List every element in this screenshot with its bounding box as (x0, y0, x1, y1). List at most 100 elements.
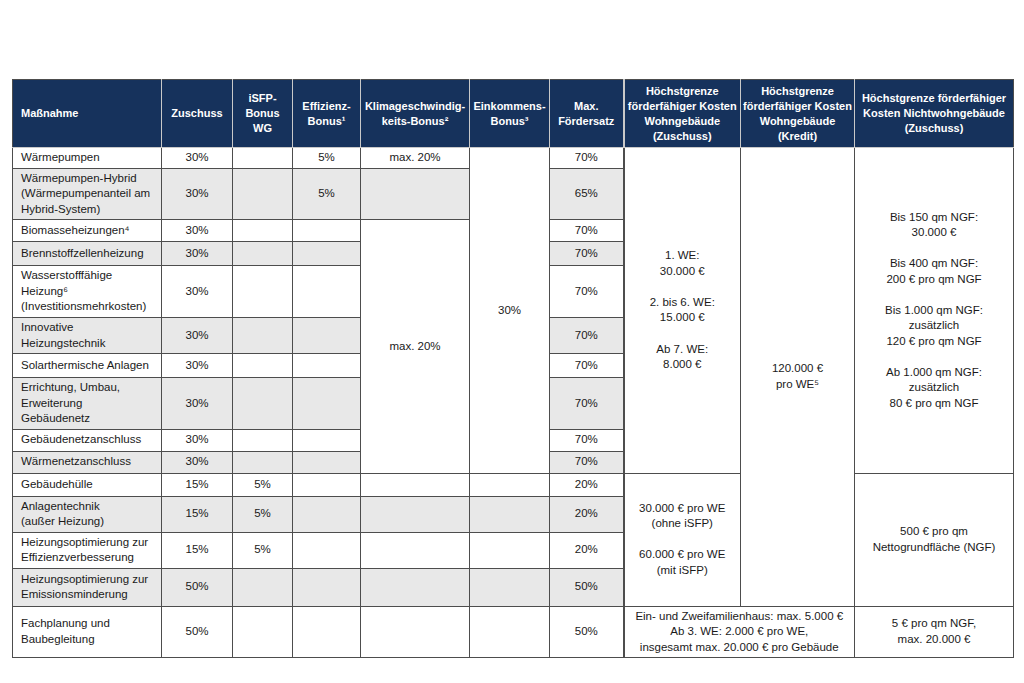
cell-isfp (233, 220, 293, 242)
col-header-hoechstgrenze-wg-zuschuss: Höchstgrenze förderfähiger Kosten Wohnge… (624, 80, 741, 148)
cell-isfp: 5% (233, 496, 293, 532)
cell-massnahme: Gebäudenetzanschluss (13, 429, 162, 451)
col-header-effizienz-bonus: Effizienz- Bonus¹ (293, 80, 361, 148)
cell-max-foerdersatz: 65% (550, 168, 624, 220)
cell-zuschuss: 15% (162, 532, 233, 568)
cell-zuschuss: 30% (162, 429, 233, 451)
cell-isfp: 5% (233, 532, 293, 568)
cell-klima: max. 20% (361, 148, 470, 169)
cell-einkommens (470, 496, 550, 532)
cell-isfp (233, 168, 293, 220)
table-body: Wärmepumpen 30% 5% max. 20% 30% 70% 1. W… (13, 148, 1014, 658)
cell-max-foerdersatz: 70% (550, 220, 624, 242)
cell-isfp (233, 266, 293, 318)
cell-zuschuss: 30% (162, 266, 233, 318)
cell-effizienz (293, 242, 361, 266)
col-header-hoechstgrenze-nwg-zuschuss: Höchstgrenze förderfähiger Kosten Nichtw… (855, 80, 1014, 148)
cell-zuschuss: 30% (162, 242, 233, 266)
col-header-isfp-bonus-wg: iSFP- Bonus WG (233, 80, 293, 148)
cell-massnahme: Anlagentechnik (außer Heizung) (13, 496, 162, 532)
cell-massnahme: Wasserstofffähige Heizung⁶ (Investitions… (13, 266, 162, 318)
col-header-max-foerdersatz: Max. Fördersatz (550, 80, 624, 148)
cell-wg-bottom: Ein- und Zweifamilienhaus: max. 5.000 € … (624, 606, 855, 658)
cell-massnahme: Errichtung, Umbau, Erweiterung Gebäudene… (13, 378, 162, 430)
cell-effizienz (293, 317, 361, 353)
cell-klima (361, 168, 470, 220)
cell-max-foerdersatz: 50% (550, 568, 624, 606)
cell-effizienz (293, 496, 361, 532)
cell-zuschuss: 50% (162, 568, 233, 606)
cell-zuschuss: 30% (162, 220, 233, 242)
cell-max-foerdersatz: 70% (550, 451, 624, 473)
cell-max-foerdersatz: 70% (550, 354, 624, 378)
cell-massnahme: Heizungsoptimierung zur Effizienzverbess… (13, 532, 162, 568)
cell-isfp (233, 568, 293, 606)
cell-zuschuss: 30% (162, 168, 233, 220)
cell-massnahme: Heizungsoptimierung zur Emissionsminderu… (13, 568, 162, 606)
cell-massnahme: Wärmepumpen (13, 148, 162, 169)
col-header-massnahme: Maßnahme (13, 80, 162, 148)
cell-max-foerdersatz: 50% (550, 606, 624, 658)
table-header: Maßnahme Zuschuss iSFP- Bonus WG Effizie… (13, 80, 1014, 148)
cell-effizienz (293, 220, 361, 242)
cell-effizienz (293, 532, 361, 568)
cell-max-foerdersatz: 70% (550, 429, 624, 451)
cell-zuschuss: 15% (162, 496, 233, 532)
table-row: Wärmepumpen 30% 5% max. 20% 30% 70% 1. W… (13, 148, 1014, 169)
cell-klima (361, 532, 470, 568)
cell-nwg-bottom: 5 € pro qm NGF, max. 20.000 € (855, 606, 1014, 658)
cell-wg-zuschuss-merged-mid: 30.000 € pro WE (ohne iSFP) 60.000 € pro… (624, 473, 741, 606)
cell-isfp: 5% (233, 473, 293, 496)
cell-massnahme: Brennstoffzellenheizung (13, 242, 162, 266)
cell-effizienz (293, 568, 361, 606)
cell-massnahme: Wärmenetzanschluss (13, 451, 162, 473)
cell-effizienz (293, 451, 361, 473)
cell-zuschuss: 50% (162, 606, 233, 658)
cell-einkommens (470, 606, 550, 658)
cell-isfp (233, 354, 293, 378)
cell-wg-zuschuss-merged-top: 1. WE: 30.000 € 2. bis 6. WE: 15.000 € A… (624, 148, 741, 473)
cell-zuschuss: 30% (162, 148, 233, 169)
cell-max-foerdersatz: 70% (550, 148, 624, 169)
cell-massnahme: Solarthermische Anlagen (13, 354, 162, 378)
cell-massnahme: Wärmepumpen-Hybrid (Wärmepumpenanteil am… (13, 168, 162, 220)
cell-effizienz (293, 378, 361, 430)
cell-max-foerdersatz: 20% (550, 496, 624, 532)
cell-effizienz: 5% (293, 148, 361, 169)
cell-isfp (233, 242, 293, 266)
col-header-zuschuss: Zuschuss (162, 80, 233, 148)
funding-table: Maßnahme Zuschuss iSFP- Bonus WG Effizie… (12, 79, 1014, 658)
cell-massnahme: Biomasseheizungen⁴ (13, 220, 162, 242)
page: Maßnahme Zuschuss iSFP- Bonus WG Effizie… (0, 0, 1024, 683)
cell-massnahme: Fachplanung und Baubegleitung (13, 606, 162, 658)
cell-zuschuss: 30% (162, 317, 233, 353)
cell-zuschuss: 15% (162, 473, 233, 496)
cell-einkommens-merged: 30% (470, 148, 550, 473)
cell-effizienz (293, 606, 361, 658)
cell-massnahme: Innovative Heizungstechnik (13, 317, 162, 353)
cell-max-foerdersatz: 20% (550, 532, 624, 568)
cell-max-foerdersatz: 70% (550, 266, 624, 318)
cell-einkommens (470, 532, 550, 568)
col-header-einkommens-bonus: Einkommens- Bonus³ (470, 80, 550, 148)
cell-einkommens (470, 568, 550, 606)
cell-klima (361, 606, 470, 658)
cell-klima-merged: max. 20% (361, 220, 470, 473)
cell-zuschuss: 30% (162, 451, 233, 473)
cell-zuschuss: 30% (162, 378, 233, 430)
header-row: Maßnahme Zuschuss iSFP- Bonus WG Effizie… (13, 80, 1014, 148)
cell-nwg-merged-mid: 500 € pro qm Nettogrundfläche (NGF) (855, 473, 1014, 606)
cell-effizienz (293, 473, 361, 496)
cell-max-foerdersatz: 70% (550, 242, 624, 266)
cell-isfp (233, 378, 293, 430)
table-row: Fachplanung und Baubegleitung 50% 50% Ei… (13, 606, 1014, 658)
col-header-hoechstgrenze-wg-kredit: Höchstgrenze förderfähiger Kosten Wohnge… (741, 80, 855, 148)
cell-max-foerdersatz: 70% (550, 378, 624, 430)
cell-max-foerdersatz: 20% (550, 473, 624, 496)
cell-isfp (233, 606, 293, 658)
cell-effizienz (293, 266, 361, 318)
cell-klima (361, 496, 470, 532)
cell-massnahme: Gebäudehülle (13, 473, 162, 496)
cell-einkommens (470, 473, 550, 496)
cell-effizienz (293, 429, 361, 451)
